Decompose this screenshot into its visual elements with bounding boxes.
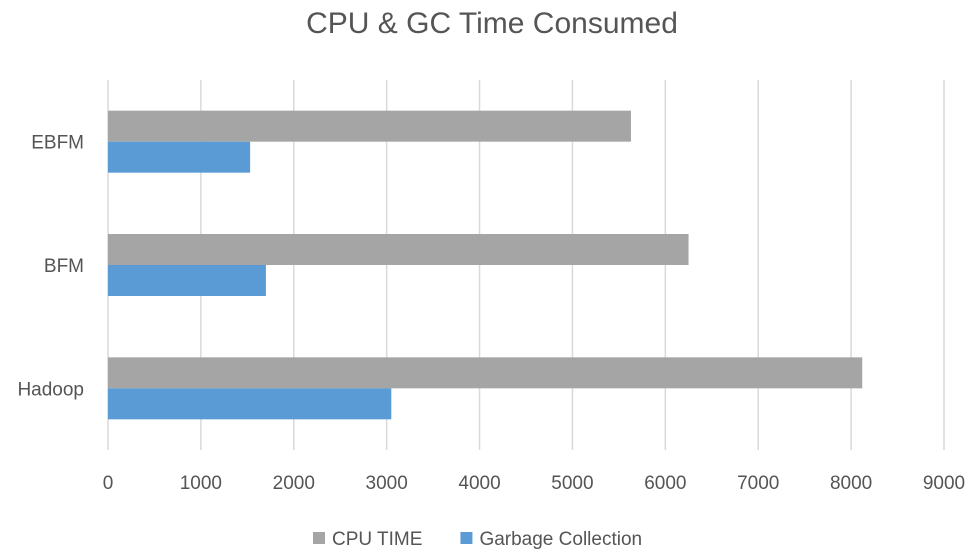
value-axis: 0 1000 2000 3000 4000 5000 6000 7000 8000 9000 <box>103 473 965 494</box>
legend-label-garbage-collection: Garbage Collection <box>479 529 642 550</box>
category-label-hadoop: Hadoop <box>17 379 84 400</box>
bars <box>108 110 863 420</box>
category-label-bfm: BFM <box>44 256 84 277</box>
bar-hadoop-garbage-collection <box>108 388 392 420</box>
x-tick-label-4000: 4000 <box>458 473 500 494</box>
x-tick-label-3000: 3000 <box>366 473 408 494</box>
bar-ebfm-garbage-collection <box>108 141 251 173</box>
legend-swatch-garbage-collection <box>460 532 473 544</box>
x-tick-label-6000: 6000 <box>644 473 686 494</box>
category-axis: Hadoop BFM EBFM <box>17 133 84 401</box>
x-tick-label-9000: 9000 <box>923 473 965 494</box>
bar-ebfm-cpu-time <box>108 110 631 142</box>
x-tick-label-1000: 1000 <box>180 473 222 494</box>
chart-title: CPU & GC Time Consumed <box>306 7 678 40</box>
x-tick-label-5000: 5000 <box>551 473 593 494</box>
bar-hadoop-cpu-time <box>108 357 863 389</box>
x-tick-label-8000: 8000 <box>830 473 872 494</box>
legend: CPU TIME Garbage Collection <box>313 529 642 550</box>
legend-swatch-cpu-time <box>313 532 325 544</box>
x-tick-label-0: 0 <box>103 473 114 494</box>
legend-label-cpu-time: CPU TIME <box>332 529 422 550</box>
x-tick-label-7000: 7000 <box>737 473 779 494</box>
bar-bfm-garbage-collection <box>108 265 266 296</box>
bar-bfm-cpu-time <box>108 234 689 265</box>
category-label-ebfm: EBFM <box>31 133 84 154</box>
x-tick-label-2000: 2000 <box>273 473 315 494</box>
